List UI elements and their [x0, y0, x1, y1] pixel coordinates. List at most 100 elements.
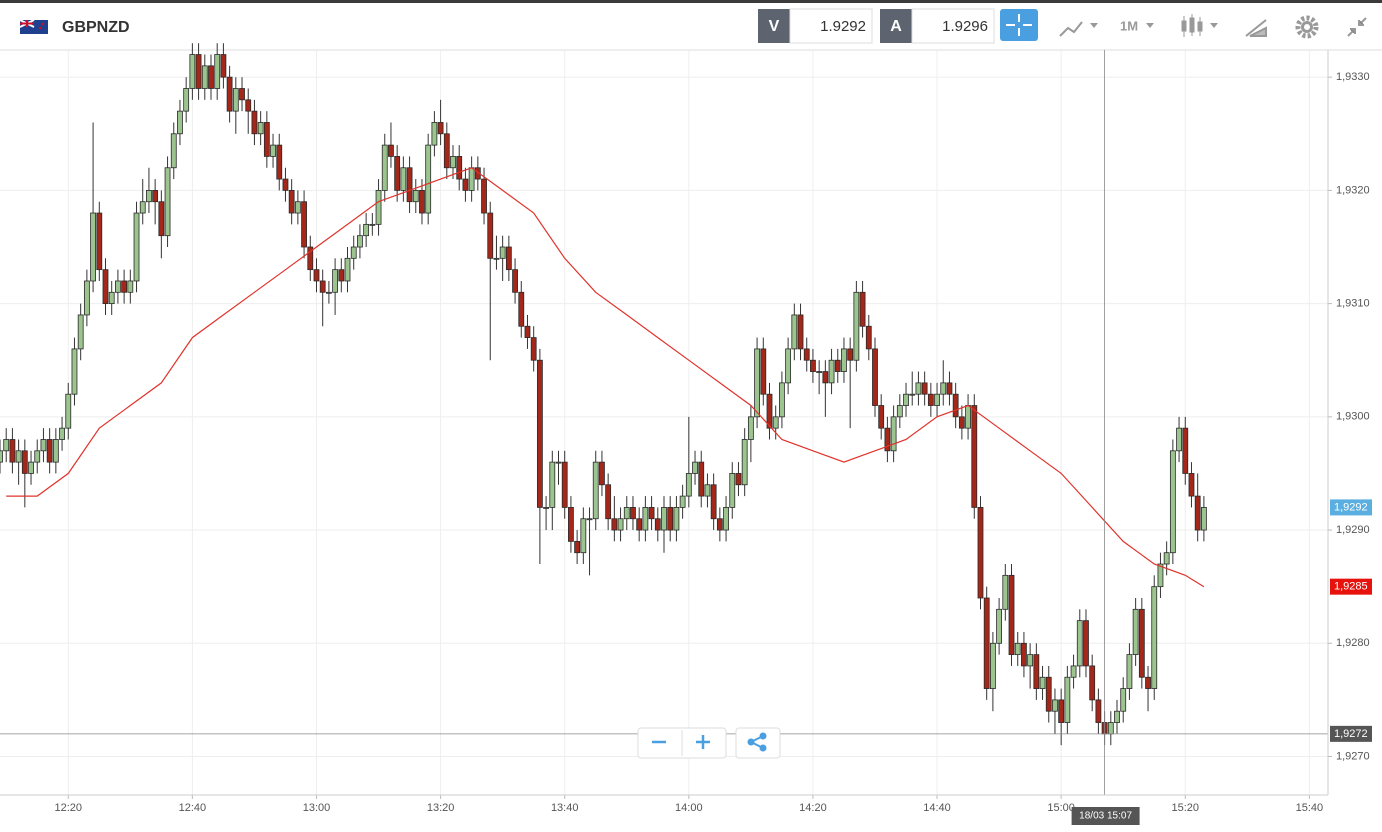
candle-body: [344, 257, 351, 282]
share-button[interactable]: [747, 732, 767, 752]
candle-body: [3, 439, 10, 452]
candle-body: [654, 518, 661, 531]
candle-body: [437, 122, 444, 135]
candle-body: [1008, 574, 1015, 656]
candle-body: [65, 393, 72, 429]
candle-body: [40, 439, 47, 452]
candle-body: [146, 189, 152, 203]
candle-body: [716, 518, 723, 531]
x-tick-label: 14:40: [923, 802, 951, 814]
ask-button[interactable]: [880, 9, 912, 43]
candle-body: [462, 178, 469, 191]
candle-body: [841, 348, 847, 372]
candle-body: [214, 54, 221, 89]
candle-body: [363, 223, 370, 237]
candle-body: [853, 291, 860, 361]
settings-button[interactable]: [1295, 15, 1319, 39]
candle-body: [239, 88, 245, 101]
candle-body: [667, 507, 674, 531]
candle-body: [921, 382, 928, 395]
candle-body: [226, 76, 233, 112]
candle-body: [257, 122, 264, 135]
candle-body: [946, 382, 953, 395]
candle-body: [1027, 654, 1034, 667]
x-tick-label: 12:40: [179, 802, 207, 814]
candle-body: [34, 450, 41, 463]
candle-body: [139, 201, 146, 214]
candle-body: [772, 416, 779, 429]
candle-body: [555, 461, 562, 464]
drawing-tools-button[interactable]: [1245, 19, 1267, 37]
candle-body: [505, 246, 512, 271]
crosshair-x-label: 18/03 15:07: [1079, 811, 1132, 822]
bid-price: 1.9292: [820, 18, 866, 35]
candle-body: [561, 461, 568, 508]
candle-body: [1095, 699, 1102, 723]
candle-body: [220, 54, 227, 78]
candle-body: [1114, 710, 1120, 723]
candle-body: [568, 507, 574, 542]
candle-body: [549, 461, 556, 508]
candle-body: [685, 473, 692, 497]
candle-body: [747, 416, 754, 440]
candle-body: [102, 269, 109, 305]
candle-body: [636, 518, 643, 531]
crosshair-y-badge: [1330, 725, 1372, 742]
candle-body: [1052, 699, 1058, 712]
candle-body: [760, 348, 767, 395]
candle-body: [1039, 676, 1046, 689]
candle-body: [406, 167, 413, 203]
x-tick-label: 12:20: [54, 802, 82, 814]
candle-body: [294, 201, 301, 214]
candle-body: [1145, 676, 1151, 689]
candle-body: [381, 144, 388, 191]
timeframe-button[interactable]: 1M: [1120, 18, 1138, 33]
candle-body: [915, 382, 922, 395]
candle-body: [865, 325, 872, 350]
ask-price: 1.9296: [942, 18, 988, 35]
candle-body: [307, 246, 314, 271]
chart-type-button[interactable]: [1059, 21, 1098, 37]
candle-body: [648, 507, 655, 520]
candle-body: [158, 201, 165, 237]
crosshair-button[interactable]: [1000, 9, 1038, 41]
y-tick-label: 1,9310: [1336, 298, 1370, 310]
candle-type-button[interactable]: [1181, 14, 1218, 37]
candle-body: [369, 223, 376, 226]
zoom-in-button[interactable]: [696, 735, 710, 749]
candle-body: [170, 133, 177, 169]
candle-body: [599, 461, 605, 486]
candle-body: [195, 54, 202, 89]
candle-body: [834, 359, 841, 372]
candle-body: [46, 439, 53, 463]
price-badge: [1330, 499, 1372, 516]
candle-body: [115, 280, 121, 293]
candle-body: [661, 507, 667, 531]
x-tick-label: 15:40: [1296, 802, 1324, 814]
candle-body: [754, 348, 760, 418]
candle-body: [1157, 563, 1164, 588]
candle-body: [232, 88, 239, 112]
x-tick-label: 13:00: [303, 802, 331, 814]
plot-area: 1,9270 1,9280 1,9290 1,9300 1,9310 1,9320 1,93…: [0, 43, 1370, 814]
candle-body: [698, 461, 705, 497]
bid-button[interactable]: [758, 9, 790, 43]
candle-body: [1002, 574, 1009, 610]
candle-body: [1194, 495, 1201, 531]
candle-body: [611, 518, 618, 531]
timeframe-arrow: [1146, 23, 1154, 28]
price-badge: [1330, 578, 1372, 595]
crosshair-y-label: 1,9272: [1334, 728, 1368, 740]
candle-body: [723, 507, 729, 531]
candle-body: [96, 212, 103, 271]
candle-body: [605, 484, 612, 520]
candle-body: [735, 473, 742, 486]
price-badge-label: 1,9285: [1334, 581, 1368, 593]
candle-body: [704, 484, 711, 497]
ask-label: A: [890, 18, 902, 35]
candle-body: [183, 88, 190, 112]
collapse-button[interactable]: [1347, 17, 1367, 37]
bid-box: [789, 8, 873, 44]
candle-body: [623, 507, 630, 520]
